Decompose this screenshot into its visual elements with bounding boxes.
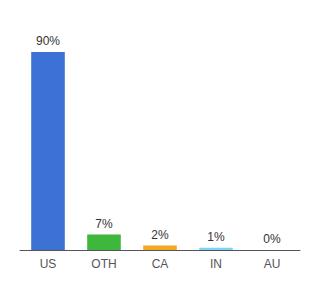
svg-text:OTH: OTH	[91, 257, 116, 271]
svg-text:90%: 90%	[36, 34, 60, 48]
svg-text:2%: 2%	[151, 228, 169, 242]
svg-text:7%: 7%	[95, 217, 113, 231]
svg-text:IN: IN	[210, 257, 222, 271]
svg-text:0%: 0%	[263, 232, 281, 246]
svg-text:CA: CA	[152, 257, 169, 271]
svg-text:AU: AU	[264, 257, 281, 271]
svg-text:1%: 1%	[207, 230, 225, 244]
svg-text:US: US	[40, 257, 57, 271]
